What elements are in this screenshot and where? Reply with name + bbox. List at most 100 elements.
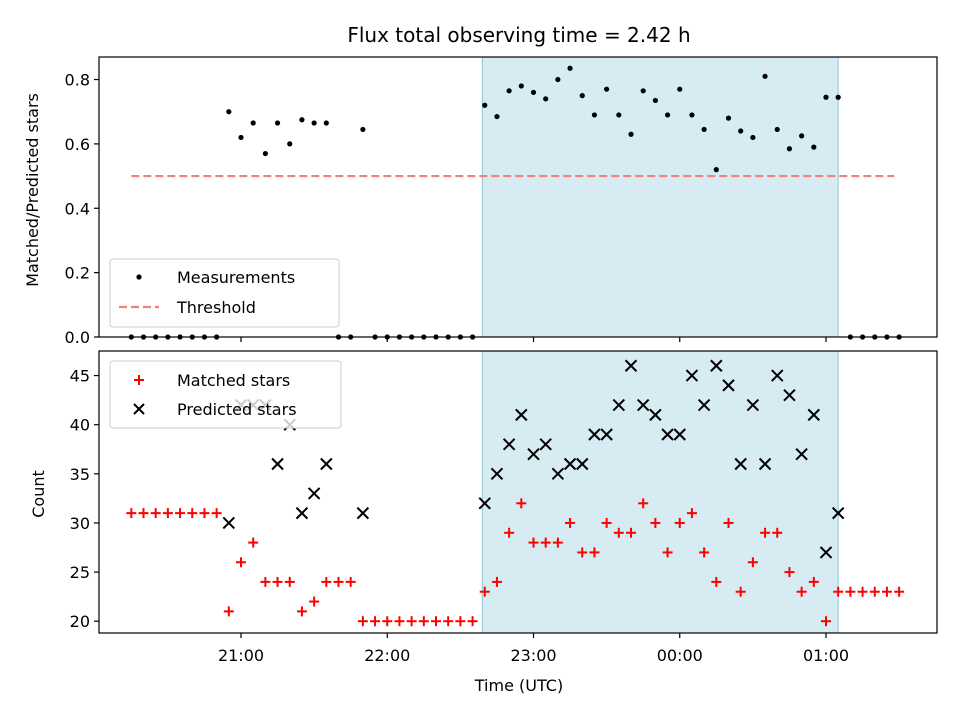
matched-stars-point <box>723 517 734 528</box>
y-tick-label: 20 <box>70 612 90 631</box>
predicted-stars-point <box>649 408 662 422</box>
matched-stars-point <box>796 586 807 597</box>
matched-stars-point <box>394 616 405 627</box>
predicted-stars-point <box>746 398 760 412</box>
predicted-stars-point <box>612 398 626 412</box>
predicted-stars-point <box>636 398 650 412</box>
matched-stars-point <box>504 527 515 538</box>
legend-matched-marker <box>134 375 144 385</box>
matched-stars-point <box>577 547 588 558</box>
measurement-point <box>738 128 744 134</box>
bottom-legend: Matched stars Predicted stars <box>109 360 342 429</box>
legend-measurements-marker <box>136 274 142 280</box>
matched-stars-point <box>357 616 368 627</box>
predicted-stars-point <box>697 398 711 412</box>
measurement-point <box>494 113 500 120</box>
measurement-point <box>311 120 317 126</box>
top-legend-box <box>109 258 340 328</box>
measurement-point <box>677 86 683 92</box>
measurement-point <box>555 76 561 83</box>
matched-stars-point <box>613 527 624 538</box>
predicted-stars-point <box>710 359 723 372</box>
measurement-point <box>701 126 707 133</box>
matched-stars-point <box>589 547 600 558</box>
predicted-stars-point <box>807 408 821 422</box>
matched-stars-point <box>443 616 454 627</box>
x-tick-label: 21:00 <box>218 646 264 665</box>
measurement-point <box>530 89 537 96</box>
measurement-point <box>689 112 695 118</box>
predicted-stars-point <box>502 438 516 451</box>
predicted-stars-point <box>490 467 504 481</box>
matched-stars-point <box>662 547 673 558</box>
measurement-point <box>591 112 598 118</box>
matched-stars-point <box>845 586 856 597</box>
matched-stars-point <box>674 517 685 528</box>
y-tick-label: 0.0 <box>65 328 90 347</box>
predicted-stars-point <box>478 497 491 510</box>
measurement-point <box>628 131 634 137</box>
matched-stars-point <box>321 576 332 587</box>
measurement-point <box>811 144 817 150</box>
matched-stars-point <box>821 616 831 627</box>
predicted-stars-point <box>563 457 577 471</box>
matched-stars-point <box>894 586 905 597</box>
predicted-stars-point <box>819 546 833 559</box>
y-tick-label: 30 <box>70 514 90 533</box>
matched-stars-point <box>869 586 880 597</box>
measurement-point <box>823 94 829 100</box>
matched-stars-point <box>491 576 502 587</box>
measurement-point <box>226 109 232 115</box>
x-tick-label: 00:00 <box>657 646 703 665</box>
matched-stars-point <box>406 616 417 627</box>
matched-stars-point <box>345 576 356 587</box>
predicted-stars-point <box>831 506 845 520</box>
predicted-stars-point <box>795 447 808 461</box>
predicted-stars-point <box>783 389 796 402</box>
x-tick-label: 22:00 <box>364 646 410 665</box>
measurement-point <box>664 112 671 118</box>
bottom-legend-box <box>109 360 342 429</box>
measurement-point <box>604 86 610 92</box>
matched-stars-point <box>284 576 295 587</box>
predicted-stars-point <box>551 467 565 481</box>
matched-stars-point <box>187 508 198 519</box>
x-tick-label: 01:00 <box>803 646 849 665</box>
measurement-point <box>774 126 780 133</box>
predicted-stars-point <box>734 457 747 471</box>
measurement-point <box>799 133 805 139</box>
matched-stars-point <box>711 576 722 587</box>
predicted-stars-point <box>624 359 638 372</box>
top-panel: 0.00.20.40.60.8 Matched/Predicted stars … <box>23 56 938 347</box>
predicted-stars-point <box>222 516 236 530</box>
measurement-point <box>543 96 549 102</box>
predicted-stars-point <box>515 408 528 422</box>
x-tick-label: 23:00 <box>510 646 556 665</box>
bottom-y-axis-label: Count <box>29 470 48 518</box>
measurement-point <box>506 88 512 94</box>
matched-stars-point <box>138 508 149 519</box>
y-tick-label: 0.4 <box>65 199 90 218</box>
matched-stars-point <box>528 537 539 548</box>
bottom-x-ticks: 21:00 22:00 23:00 00:00 01:00 <box>218 633 849 665</box>
matched-stars-point <box>638 498 649 509</box>
matched-stars-point <box>881 586 892 597</box>
predicted-stars-point <box>295 506 309 520</box>
chart-title: Flux total observing time = 2.42 h <box>347 23 690 47</box>
bottom-panel: 20 25 30 35 40 45 21:00 22:00 23:00 00:00 01:00 C… <box>29 350 938 695</box>
matched-stars-point <box>296 606 307 617</box>
legend-predicted-label: Predicted stars <box>177 400 297 419</box>
matched-stars-point <box>309 596 320 607</box>
measurement-point <box>250 120 256 126</box>
measurement-point <box>299 117 305 123</box>
matched-stars-point <box>467 616 478 627</box>
predicted-stars-point <box>661 428 674 441</box>
matched-stars-point <box>162 508 173 519</box>
measurement-point <box>713 167 719 173</box>
matched-stars-point <box>236 557 246 568</box>
legend-threshold-label: Threshold <box>176 298 256 317</box>
matched-stars-point <box>808 576 819 587</box>
x-axis-label: Time (UTC) <box>474 676 563 695</box>
